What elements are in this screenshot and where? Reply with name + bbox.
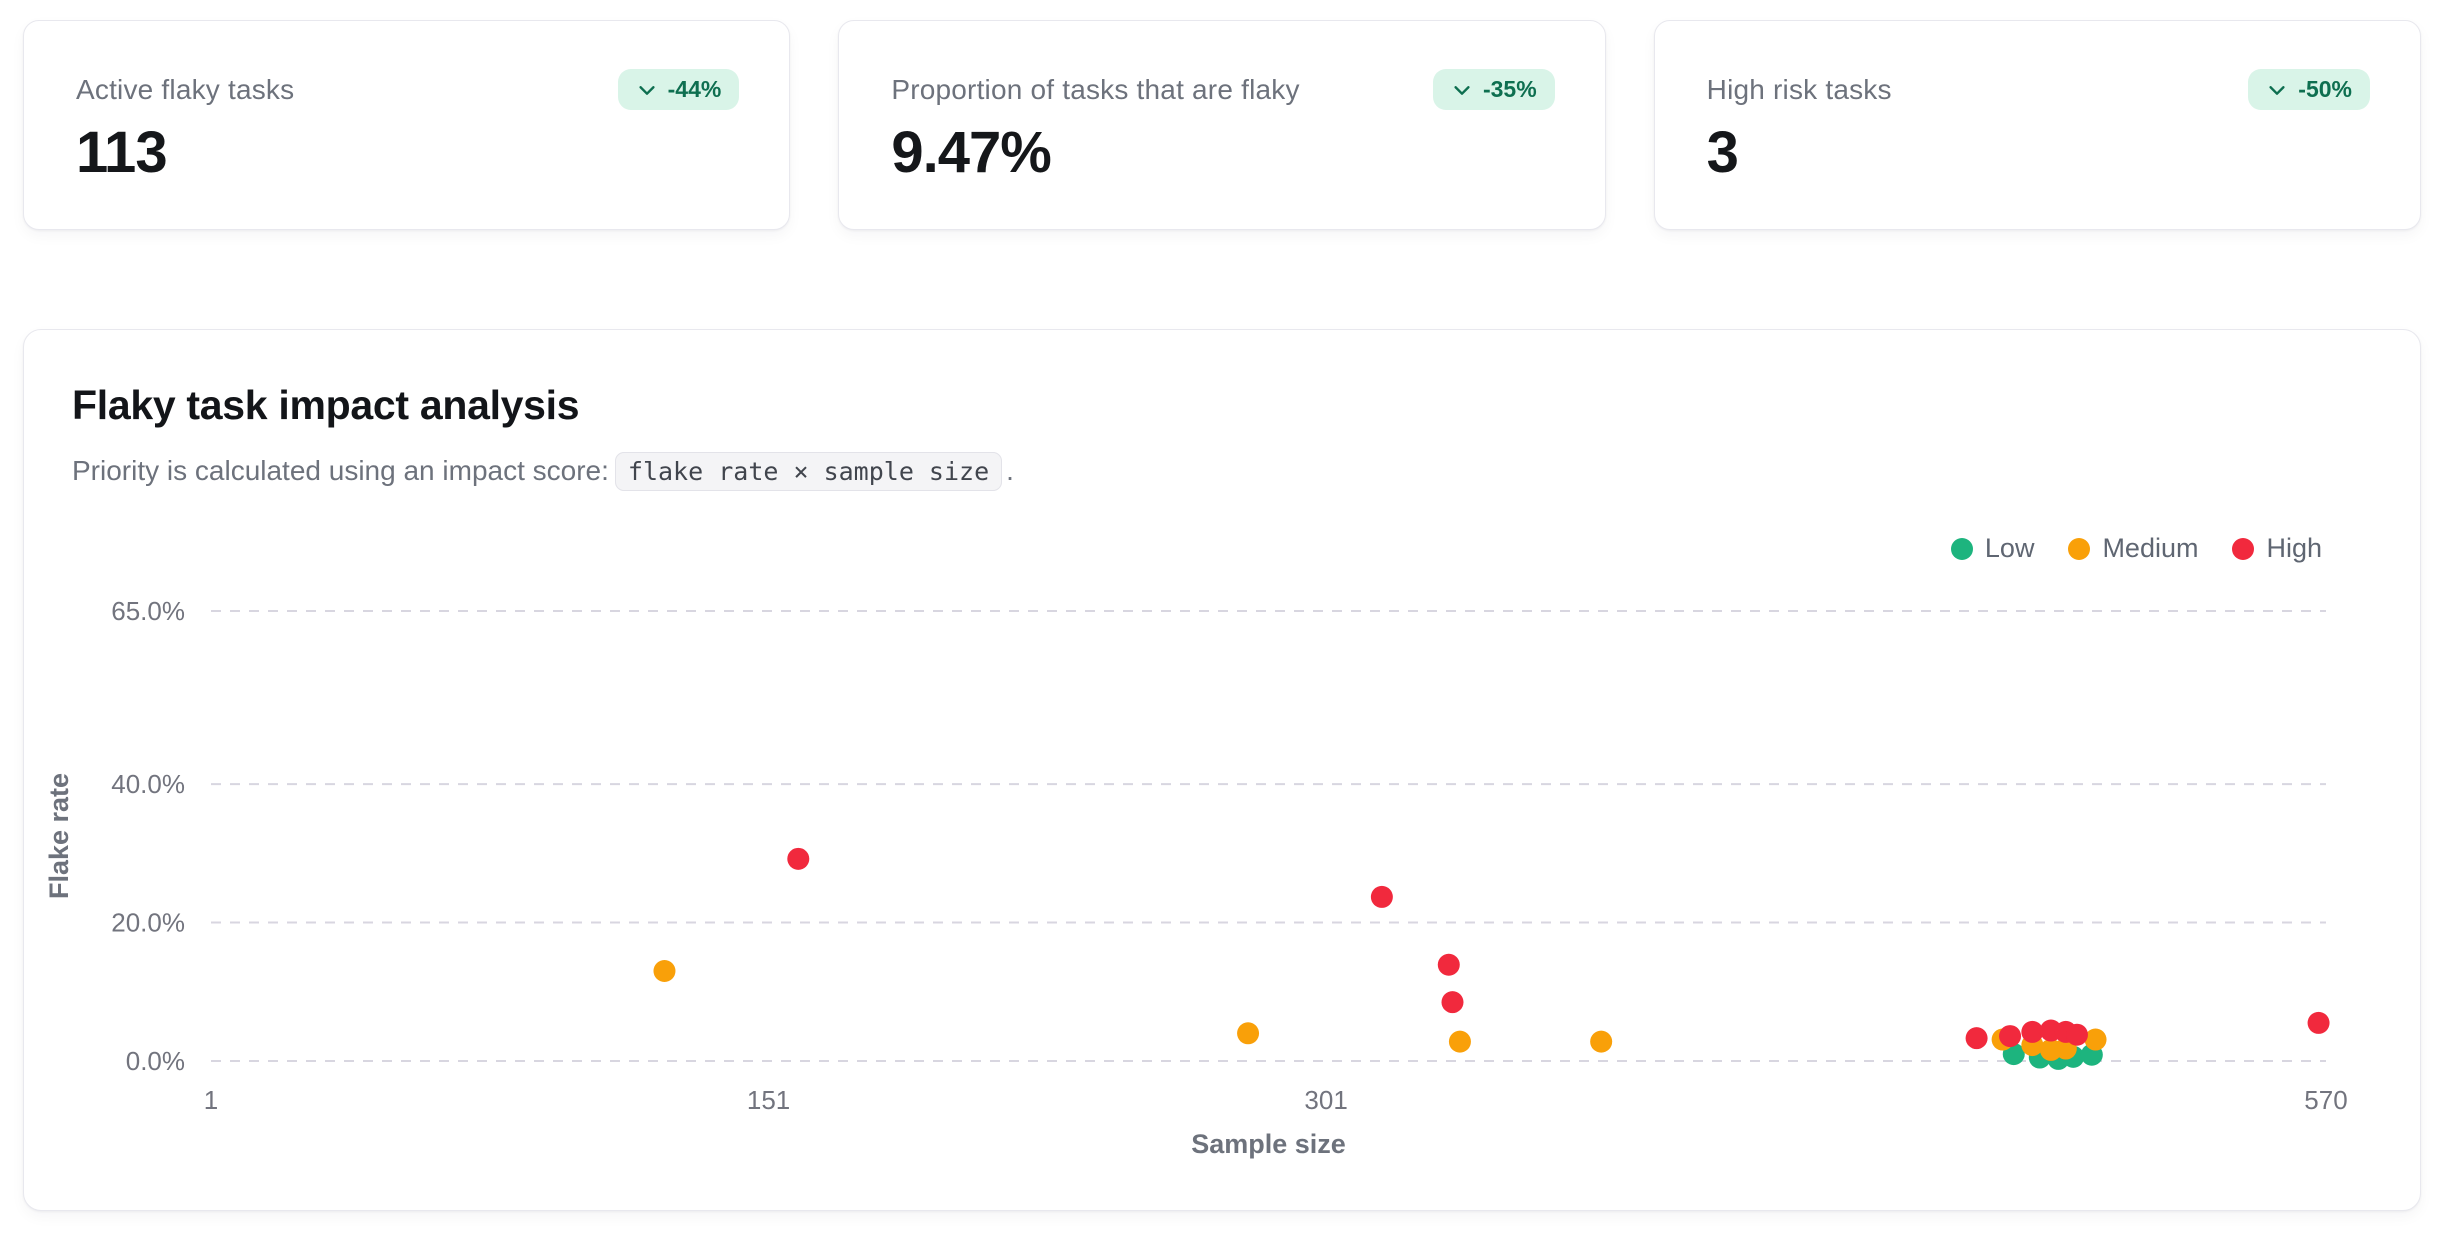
stat-card-header: High risk tasks -50%: [1707, 69, 2370, 110]
scatter-point-high[interactable]: [2065, 1023, 2088, 1046]
scatter-point-high[interactable]: [2307, 1011, 2330, 1034]
x-tick-label: 301: [1304, 1085, 1347, 1115]
scatter-point-medium[interactable]: [1237, 1022, 1260, 1045]
stat-value: 113: [76, 120, 168, 185]
legend-item-medium[interactable]: Medium: [2068, 533, 2198, 564]
stat-label: Proportion of tasks that are flaky: [891, 73, 1300, 105]
scatter-point-medium[interactable]: [1590, 1030, 1613, 1053]
y-tick-label: 0.0%: [126, 1046, 185, 1076]
stat-card-header: Proportion of tasks that are flaky -35%: [891, 69, 1555, 110]
chevron-down-icon: [639, 85, 655, 95]
delta-badge: -35%: [1432, 69, 1555, 110]
stat-value: 3: [1706, 120, 1739, 185]
subtitle-period: .: [1006, 455, 1014, 486]
delta-badge: -50%: [2248, 69, 2370, 110]
chart-subtitle: Priority is calculated using an impact s…: [72, 452, 1014, 491]
scatter-point-high[interactable]: [1999, 1025, 2022, 1048]
chevron-down-icon: [1454, 85, 1470, 95]
chevron-down-icon: [2269, 85, 2285, 95]
scatter-chart: 0.0% 20.0% 40.0% 65.0% 1 151 301 570 Sample size…: [44, 596, 2348, 1159]
delta-value: -44%: [667, 76, 722, 102]
legend-label: High: [2266, 533, 2322, 563]
y-axis-label: Flake rate: [44, 773, 74, 899]
stat-value: 9.47%: [891, 120, 1051, 185]
y-tick-label: 20.0%: [111, 908, 185, 938]
stat-card-header: Active flaky tasks -44%: [76, 69, 740, 110]
legend-label: Medium: [2102, 533, 2199, 563]
legend-item-low[interactable]: Low: [1950, 533, 2035, 564]
y-tick-label: 65.0%: [111, 596, 185, 626]
stat-label: High risk tasks: [1706, 73, 1892, 105]
stat-label: Active flaky tasks: [76, 73, 295, 105]
legend-dot-low: [1950, 537, 1973, 560]
x-tick-label: 570: [2304, 1085, 2347, 1115]
scatter-point-high[interactable]: [1965, 1027, 1988, 1050]
x-tick-label: 1: [204, 1085, 218, 1115]
stat-card-proportion-flaky: Proportion of tasks that are flaky -35% …: [838, 20, 1606, 230]
scatter-point-high[interactable]: [1437, 953, 1460, 976]
delta-badge: -44%: [617, 69, 740, 110]
scatter-point-high[interactable]: [1441, 991, 1464, 1014]
legend-item-high[interactable]: High: [2232, 533, 2322, 564]
delta-value: -50%: [2298, 76, 2352, 102]
chart-legend: Low Medium High: [1950, 533, 2322, 564]
scatter-point-high[interactable]: [787, 847, 810, 870]
x-axis-label: Sample size: [1191, 1129, 1346, 1159]
scatter-point-medium[interactable]: [2084, 1028, 2107, 1051]
legend-label: Low: [1984, 533, 2035, 563]
stat-card-high-risk-tasks: High risk tasks -50% 3: [1653, 20, 2421, 230]
delta-value: -35%: [1482, 76, 1537, 102]
impact-score-formula-chip: flake rate × sample size: [614, 452, 1003, 491]
subtitle-text: Priority is calculated using an impact s…: [72, 455, 609, 486]
scatter-point-high[interactable]: [2021, 1020, 2044, 1043]
flaky-task-impact-analysis-card: Flaky task impact analysis Priority is c…: [23, 329, 2421, 1211]
scatter-point-high[interactable]: [1370, 885, 1393, 908]
x-tick-label: 151: [747, 1085, 790, 1115]
scatter-point-medium[interactable]: [653, 960, 676, 982]
y-tick-label: 40.0%: [111, 769, 185, 799]
legend-dot-high: [2232, 537, 2255, 560]
legend-dot-medium: [2068, 537, 2091, 560]
chart-title: Flaky task impact analysis: [72, 382, 580, 428]
scatter-point-medium[interactable]: [1448, 1030, 1471, 1053]
stats-row: Active flaky tasks -44% 113 Proportion o…: [23, 20, 2421, 230]
stat-card-active-flaky-tasks: Active flaky tasks -44% 113: [23, 20, 791, 230]
